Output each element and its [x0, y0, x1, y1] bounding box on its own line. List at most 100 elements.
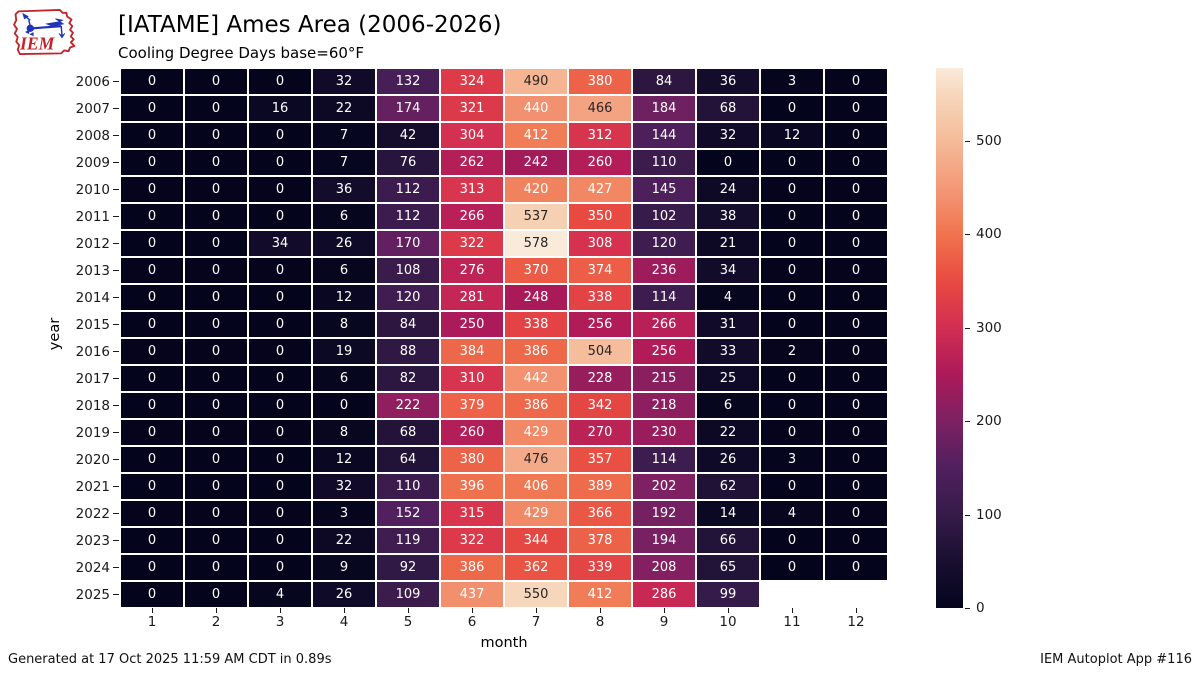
heatmap-cell: 120 [376, 284, 440, 311]
xtick-mark [216, 608, 217, 613]
heatmap-cell: 170 [376, 230, 440, 257]
heatmap-cell: 0 [120, 392, 184, 419]
heatmap-cell: 99 [696, 581, 760, 608]
heatmap-cell: 84 [376, 311, 440, 338]
ytick-mark [113, 270, 119, 271]
heatmap-cell: 26 [312, 581, 376, 608]
heatmap-cell: 0 [824, 284, 888, 311]
ytick-mark [113, 594, 119, 595]
heatmap-cell: 215 [632, 365, 696, 392]
xtick-mark [344, 608, 345, 613]
heatmap-cell: 386 [504, 392, 568, 419]
heatmap-cell: 0 [120, 122, 184, 149]
ytick-mark [113, 189, 119, 190]
heatmap-cell: 412 [568, 581, 632, 608]
heatmap-cell: 0 [120, 473, 184, 500]
heatmap-cell: 7 [312, 149, 376, 176]
heatmap-cell: 0 [120, 419, 184, 446]
xtick-label: 3 [275, 614, 285, 630]
xtick-label: 1 [147, 614, 157, 630]
ytick-label: 2013 [75, 262, 110, 279]
heatmap-cell: 429 [504, 419, 568, 446]
heatmap-cell: 0 [120, 338, 184, 365]
heatmap-cell: 0 [184, 311, 248, 338]
heatmap-cell: 270 [568, 419, 632, 446]
heatmap-cell: 4 [248, 581, 312, 608]
ytick-mark [113, 405, 119, 406]
app-credit: IEM Autoplot App #116 [1040, 652, 1192, 667]
heatmap-cell: 321 [440, 95, 504, 122]
heatmap-cell: 38 [696, 203, 760, 230]
colorbar [936, 68, 963, 608]
xtick-label: 7 [531, 614, 541, 630]
ytick-mark [113, 81, 119, 82]
heatmap-cell: 0 [248, 473, 312, 500]
heatmap-cell: 16 [248, 95, 312, 122]
xtick-mark [728, 608, 729, 613]
heatmap-cell: 250 [440, 311, 504, 338]
xtick-mark [600, 608, 601, 613]
ytick-mark [113, 432, 119, 433]
heatmap-cell: 281 [440, 284, 504, 311]
heatmap-cell: 174 [376, 95, 440, 122]
heatmap-cell: 256 [568, 311, 632, 338]
heatmap-cell: 0 [760, 230, 824, 257]
heatmap-cell: 222 [376, 392, 440, 419]
heatmap-cell: 0 [184, 122, 248, 149]
heatmap-cell: 22 [696, 419, 760, 446]
heatmap-cell: 0 [824, 149, 888, 176]
heatmap-cell: 0 [184, 581, 248, 608]
x-axis-label: month [480, 635, 528, 651]
heatmap-cell: 0 [824, 527, 888, 554]
ytick-label: 2008 [75, 127, 110, 144]
heatmap-cell: 66 [696, 527, 760, 554]
heatmap-cell: 0 [824, 392, 888, 419]
heatmap-cell: 276 [440, 257, 504, 284]
heatmap-cell: 0 [248, 284, 312, 311]
heatmap-cell: 0 [760, 149, 824, 176]
iem-logo-text: IEM [19, 34, 56, 54]
heatmap-cell: 14 [696, 500, 760, 527]
page-title: [IATAME] Ames Area (2006-2026) [118, 12, 502, 38]
heatmap-cell: 192 [632, 500, 696, 527]
heatmap-cell: 342 [568, 392, 632, 419]
heatmap-cell: 322 [440, 527, 504, 554]
xtick-mark [664, 608, 665, 613]
heatmap-cell: 0 [184, 176, 248, 203]
heatmap-cell: 386 [440, 554, 504, 581]
heatmap-cell: 242 [504, 149, 568, 176]
heatmap-cell: 4 [760, 500, 824, 527]
heatmap-cell: 357 [568, 446, 632, 473]
ytick-label: 2014 [75, 289, 110, 306]
heatmap-cell: 262 [440, 149, 504, 176]
heatmap-cell: 0 [120, 95, 184, 122]
heatmap-cell: 110 [376, 473, 440, 500]
heatmap-cell: 33 [696, 338, 760, 365]
heatmap-cell: 466 [568, 95, 632, 122]
ytick-label: 2011 [75, 208, 110, 225]
heatmap-cell: 92 [376, 554, 440, 581]
heatmap-cell: 0 [184, 527, 248, 554]
heatmap-cell: 230 [632, 419, 696, 446]
heatmap-cell: 490 [504, 68, 568, 95]
heatmap-cell: 3 [760, 446, 824, 473]
page-subtitle: Cooling Degree Days base=60°F [118, 44, 365, 62]
colorbar-tick-label: 400 [976, 226, 1002, 243]
ytick-mark [113, 486, 119, 487]
heatmap-cell: 315 [440, 500, 504, 527]
heatmap-cell: 112 [376, 203, 440, 230]
heatmap-cell: 384 [440, 338, 504, 365]
xtick-label: 2 [211, 614, 221, 630]
heatmap-cell: 427 [568, 176, 632, 203]
heatmap-cell: 0 [760, 176, 824, 203]
heatmap-cell: 110 [632, 149, 696, 176]
heatmap-cell: 3 [312, 500, 376, 527]
ytick-label: 2025 [75, 586, 110, 603]
heatmap-cell: 442 [504, 365, 568, 392]
heatmap-cell: 194 [632, 527, 696, 554]
heatmap-cell: 504 [568, 338, 632, 365]
colorbar-tick-mark [965, 608, 970, 609]
heatmap-cell: 84 [632, 68, 696, 95]
heatmap-cell: 32 [312, 68, 376, 95]
heatmap-cell: 550 [504, 581, 568, 608]
